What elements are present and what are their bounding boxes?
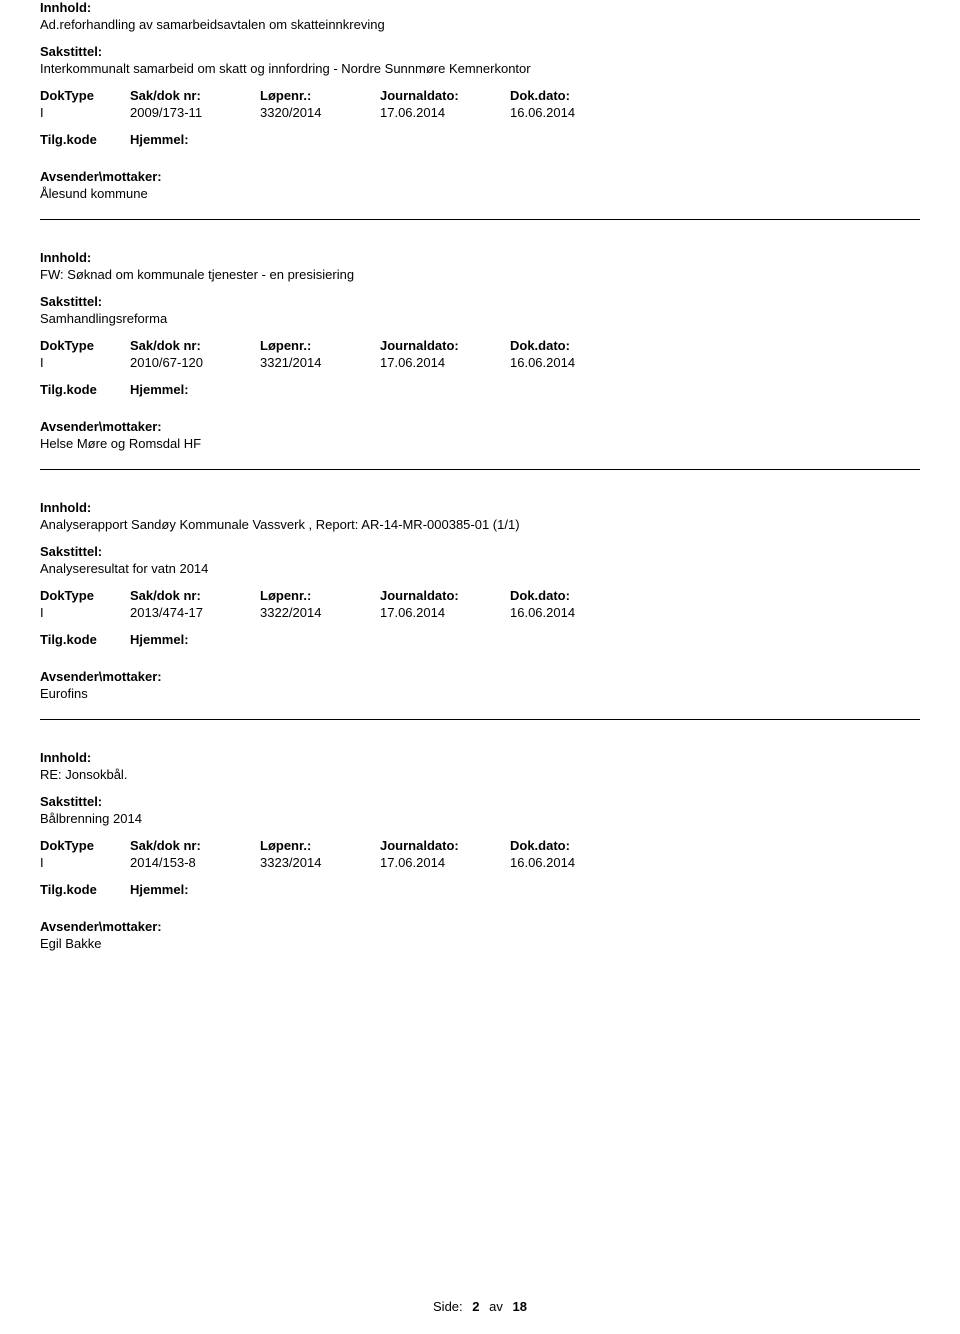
journaldato-header: Journaldato: xyxy=(380,838,510,853)
journaldato-header: Journaldato: xyxy=(380,88,510,103)
avsender-value: Ålesund kommune xyxy=(40,186,920,201)
sakstittel-label: Sakstittel: xyxy=(40,294,920,309)
dokdato-header: Dok.dato: xyxy=(510,838,640,853)
journal-entry: Innhold: Ad.reforhandling av samarbeidsa… xyxy=(40,0,920,220)
innhold-label: Innhold: xyxy=(40,750,920,765)
journaldato-value: 17.06.2014 xyxy=(380,855,510,870)
sakdoknr-header: Sak/dok nr: xyxy=(130,338,260,353)
sakdoknr-header: Sak/dok nr: xyxy=(130,838,260,853)
tilgkode-label: Tilg.kode xyxy=(40,882,130,897)
entry-divider xyxy=(40,469,920,470)
innhold-label: Innhold: xyxy=(40,0,920,15)
row-header: DokType Sak/dok nr: Løpenr.: Journaldato… xyxy=(40,588,920,603)
dokdato-header: Dok.dato: xyxy=(510,588,640,603)
innhold-value: Ad.reforhandling av samarbeidsavtalen om… xyxy=(40,17,920,32)
tilg-row: Tilg.kode Hjemmel: xyxy=(40,882,920,897)
journaldato-header: Journaldato: xyxy=(380,338,510,353)
innhold-value: RE: Jonsokbål. xyxy=(40,767,920,782)
tilg-row: Tilg.kode Hjemmel: xyxy=(40,132,920,147)
avsender-label: Avsender\mottaker: xyxy=(40,919,920,934)
journal-entry: Innhold: FW: Søknad om kommunale tjenest… xyxy=(40,250,920,470)
footer-page-number: 2 xyxy=(472,1299,479,1314)
tilgkode-label: Tilg.kode xyxy=(40,632,130,647)
sakdoknr-header: Sak/dok nr: xyxy=(130,88,260,103)
dokdato-header: Dok.dato: xyxy=(510,338,640,353)
doktype-header: DokType xyxy=(40,88,130,103)
row-data: I 2009/173-11 3320/2014 17.06.2014 16.06… xyxy=(40,105,920,120)
journaldato-value: 17.06.2014 xyxy=(380,605,510,620)
sakstittel-label: Sakstittel: xyxy=(40,44,920,59)
doktype-value: I xyxy=(40,855,130,870)
journaldato-value: 17.06.2014 xyxy=(380,105,510,120)
sakdoknr-value: 2010/67-120 xyxy=(130,355,260,370)
tilg-row: Tilg.kode Hjemmel: xyxy=(40,382,920,397)
dokdato-value: 16.06.2014 xyxy=(510,605,640,620)
avsender-label: Avsender\mottaker: xyxy=(40,419,920,434)
avsender-value: Egil Bakke xyxy=(40,936,920,951)
row-header: DokType Sak/dok nr: Løpenr.: Journaldato… xyxy=(40,338,920,353)
sakdoknr-value: 2014/153-8 xyxy=(130,855,260,870)
sakstittel-value: Analyseresultat for vatn 2014 xyxy=(40,561,920,576)
innhold-label: Innhold: xyxy=(40,250,920,265)
entry-divider xyxy=(40,719,920,720)
lopenr-header: Løpenr.: xyxy=(260,838,380,853)
dokdato-value: 16.06.2014 xyxy=(510,105,640,120)
footer-label: Side: xyxy=(433,1299,463,1314)
innhold-value: FW: Søknad om kommunale tjenester - en p… xyxy=(40,267,920,282)
dokdato-header: Dok.dato: xyxy=(510,88,640,103)
row-header: DokType Sak/dok nr: Løpenr.: Journaldato… xyxy=(40,88,920,103)
lopenr-header: Løpenr.: xyxy=(260,338,380,353)
hjemmel-label: Hjemmel: xyxy=(130,882,260,897)
tilgkode-label: Tilg.kode xyxy=(40,382,130,397)
footer-total-pages: 18 xyxy=(513,1299,527,1314)
lopenr-header: Løpenr.: xyxy=(260,588,380,603)
sakstittel-value: Interkommunalt samarbeid om skatt og inn… xyxy=(40,61,920,76)
tilgkode-label: Tilg.kode xyxy=(40,132,130,147)
dokdato-value: 16.06.2014 xyxy=(510,855,640,870)
page-footer: Side: 2 av 18 xyxy=(0,1299,960,1314)
doktype-header: DokType xyxy=(40,838,130,853)
avsender-value: Helse Møre og Romsdal HF xyxy=(40,436,920,451)
journal-entry: Innhold: RE: Jonsokbål. Sakstittel: Bålb… xyxy=(40,750,920,951)
footer-of: av xyxy=(489,1299,503,1314)
row-data: I 2014/153-8 3323/2014 17.06.2014 16.06.… xyxy=(40,855,920,870)
sakdoknr-value: 2009/173-11 xyxy=(130,105,260,120)
hjemmel-label: Hjemmel: xyxy=(130,632,260,647)
doktype-header: DokType xyxy=(40,588,130,603)
sakstittel-label: Sakstittel: xyxy=(40,544,920,559)
innhold-label: Innhold: xyxy=(40,500,920,515)
sakstittel-value: Samhandlingsreforma xyxy=(40,311,920,326)
sakstittel-label: Sakstittel: xyxy=(40,794,920,809)
journaldato-value: 17.06.2014 xyxy=(380,355,510,370)
tilg-row: Tilg.kode Hjemmel: xyxy=(40,632,920,647)
entry-divider xyxy=(40,219,920,220)
doktype-value: I xyxy=(40,605,130,620)
sakdoknr-value: 2013/474-17 xyxy=(130,605,260,620)
lopenr-value: 3323/2014 xyxy=(260,855,380,870)
hjemmel-label: Hjemmel: xyxy=(130,382,260,397)
journaldato-header: Journaldato: xyxy=(380,588,510,603)
lopenr-value: 3320/2014 xyxy=(260,105,380,120)
avsender-label: Avsender\mottaker: xyxy=(40,169,920,184)
lopenr-header: Løpenr.: xyxy=(260,88,380,103)
sakstittel-value: Bålbrenning 2014 xyxy=(40,811,920,826)
journal-entry: Innhold: Analyserapport Sandøy Kommunale… xyxy=(40,500,920,720)
row-data: I 2010/67-120 3321/2014 17.06.2014 16.06… xyxy=(40,355,920,370)
doktype-header: DokType xyxy=(40,338,130,353)
avsender-value: Eurofins xyxy=(40,686,920,701)
lopenr-value: 3321/2014 xyxy=(260,355,380,370)
avsender-label: Avsender\mottaker: xyxy=(40,669,920,684)
lopenr-value: 3322/2014 xyxy=(260,605,380,620)
entries-container: Innhold: Ad.reforhandling av samarbeidsa… xyxy=(40,0,920,951)
row-header: DokType Sak/dok nr: Løpenr.: Journaldato… xyxy=(40,838,920,853)
row-data: I 2013/474-17 3322/2014 17.06.2014 16.06… xyxy=(40,605,920,620)
sakdoknr-header: Sak/dok nr: xyxy=(130,588,260,603)
doktype-value: I xyxy=(40,355,130,370)
dokdato-value: 16.06.2014 xyxy=(510,355,640,370)
hjemmel-label: Hjemmel: xyxy=(130,132,260,147)
innhold-value: Analyserapport Sandøy Kommunale Vassverk… xyxy=(40,517,920,532)
doktype-value: I xyxy=(40,105,130,120)
